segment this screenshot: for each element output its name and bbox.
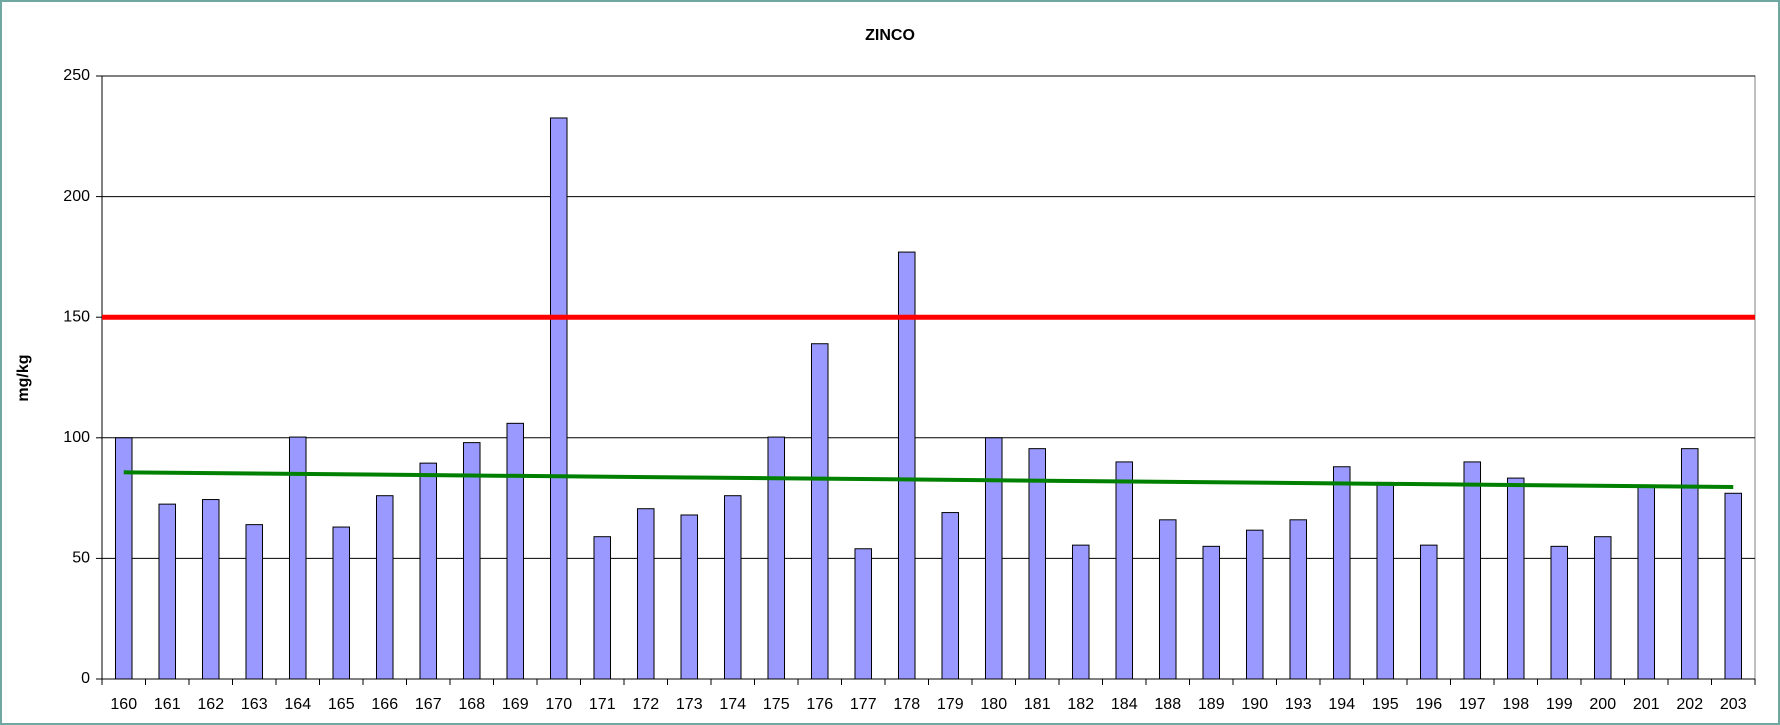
bar [506, 422, 525, 680]
x-tick-label: 196 [1415, 696, 1442, 713]
y-tick-label: 0 [81, 670, 90, 687]
bar [1245, 529, 1264, 680]
x-tick-label: 195 [1372, 696, 1399, 713]
bar [332, 526, 351, 680]
chart-title: ZINCO [865, 27, 915, 44]
bar [1637, 485, 1656, 680]
bar [1289, 519, 1308, 680]
x-tick-label: 178 [893, 696, 920, 713]
bar [1202, 545, 1221, 680]
bar [1419, 544, 1438, 680]
bar [1071, 544, 1090, 680]
y-tick-label: 50 [72, 550, 90, 567]
x-tick-label: 166 [371, 696, 398, 713]
bar [636, 508, 655, 680]
trend-line [123, 470, 1734, 490]
bar [984, 437, 1003, 680]
x-tick-label: 174 [719, 696, 746, 713]
bar [1724, 492, 1743, 680]
x-tick-label: 203 [1720, 696, 1747, 713]
bar [549, 117, 568, 680]
bar [941, 512, 960, 680]
bar [419, 462, 438, 680]
bar [680, 514, 699, 680]
bar [810, 343, 829, 680]
x-tick-label: 182 [1067, 696, 1094, 713]
x-tick-label: 169 [502, 696, 529, 713]
x-tick-label: 161 [154, 696, 181, 713]
bar [288, 436, 307, 680]
x-tick-label: 162 [197, 696, 224, 713]
x-tick-label: 173 [676, 696, 703, 713]
x-tick-label: 171 [589, 696, 616, 713]
x-tick-label: 170 [545, 696, 572, 713]
bar [854, 548, 873, 680]
x-tick-label: 180 [980, 696, 1007, 713]
x-tick-label: 165 [328, 696, 355, 713]
bar [1115, 461, 1134, 680]
x-tick-label: 190 [1241, 696, 1268, 713]
x-tick-label: 164 [284, 696, 311, 713]
bar [158, 503, 177, 680]
x-tick-label: 194 [1328, 696, 1355, 713]
x-tick-label: 199 [1546, 696, 1573, 713]
bar [1332, 466, 1351, 680]
x-tick-label: 193 [1285, 696, 1312, 713]
x-tick-label: 160 [110, 696, 137, 713]
bar [593, 536, 612, 680]
x-tick-label: 202 [1676, 696, 1703, 713]
bar [767, 436, 786, 680]
y-tick-label: 250 [63, 67, 90, 84]
y-tick-label: 200 [63, 188, 90, 205]
bar [1028, 448, 1047, 680]
x-tick-label: 176 [806, 696, 833, 713]
x-tick-label: 163 [241, 696, 268, 713]
x-tick-label: 197 [1459, 696, 1486, 713]
x-tick-label: 167 [415, 696, 442, 713]
bar [1550, 545, 1569, 680]
bar [201, 499, 220, 680]
x-tick-label: 172 [632, 696, 659, 713]
bar [1506, 477, 1525, 680]
x-tick-label: 198 [1502, 696, 1529, 713]
bar [462, 442, 481, 680]
x-tick-label: 189 [1198, 696, 1225, 713]
x-tick-label: 175 [763, 696, 790, 713]
x-tick-label: 201 [1633, 696, 1660, 713]
bar [1376, 481, 1395, 680]
bar [245, 524, 264, 680]
bar [1158, 519, 1177, 680]
bar [897, 251, 916, 680]
bar [375, 495, 394, 680]
x-tick-label: 181 [1024, 696, 1051, 713]
x-tick-label: 184 [1111, 696, 1138, 713]
x-tick-label: 177 [850, 696, 877, 713]
bar [1680, 448, 1699, 680]
x-tick-label: 168 [458, 696, 485, 713]
y-tick-label: 150 [63, 308, 90, 325]
x-tick-label: 188 [1154, 696, 1181, 713]
x-tick-label: 179 [937, 696, 964, 713]
x-tick-label: 200 [1589, 696, 1616, 713]
y-tick-label: 100 [63, 429, 90, 446]
bar [1463, 461, 1482, 680]
y-axis-label: mg/kg [15, 354, 32, 401]
bar [1593, 536, 1612, 680]
bar [114, 437, 133, 680]
bar [723, 495, 742, 680]
